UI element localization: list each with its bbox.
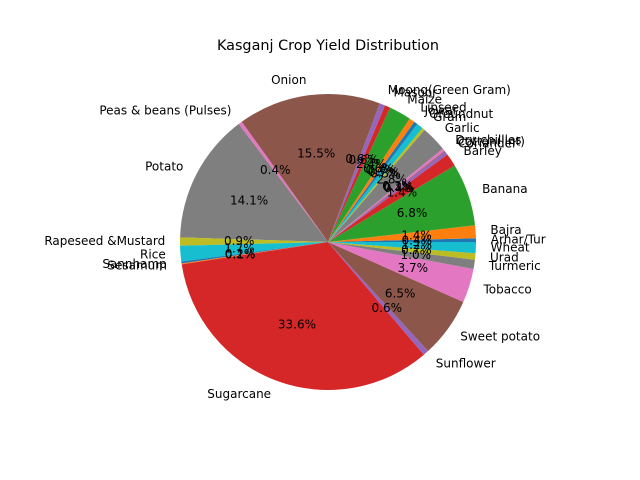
- label-dry-chillies: Dry chillies: [455, 133, 521, 147]
- slice-coriander: [328, 151, 448, 242]
- pct-moong-green-gram: 0.6%: [345, 152, 376, 166]
- label-banana: Banana: [482, 182, 528, 196]
- label-moong-green-gram: Moong(Green Gram): [388, 83, 511, 97]
- slice-peas-beans-pulses: [238, 121, 328, 242]
- label-jowar: Jowar: [424, 103, 458, 117]
- label-rapeseed-mustard: Rapeseed &Mustard: [44, 234, 165, 248]
- pct-sannhamp: 0.2%: [225, 247, 256, 261]
- label-urad: Urad: [490, 250, 519, 264]
- pct-sweet-potato: 6.5%: [385, 286, 416, 300]
- chart-title: Kasganj Crop Yield Distribution: [217, 38, 439, 54]
- slice-potato: [180, 123, 328, 242]
- pct-gram: 0.3%: [370, 167, 401, 181]
- label-arhar-tur: Arhar/Tur: [491, 232, 546, 246]
- pct-urad: 0.7%: [401, 243, 432, 257]
- pie-slices: [180, 94, 476, 391]
- label-groundnut: Groundnut: [429, 107, 493, 121]
- slice-moong-green-gram: [328, 103, 385, 243]
- slice-turmeric: [328, 242, 475, 269]
- slice-urad: [328, 242, 476, 260]
- pct-potato: 14.1%: [230, 194, 268, 208]
- label-coriander: Coriander: [458, 137, 517, 151]
- pct-jowar: 0.4%: [365, 163, 396, 177]
- slice-tobacco: [328, 242, 474, 302]
- slice-sesamum: [181, 242, 328, 265]
- pct-barley: 1.4%: [387, 185, 418, 199]
- slice-sunflower: [328, 242, 429, 355]
- label-peas-beans-pulses: Peas & beans (Pulses): [99, 103, 231, 117]
- label-onion: Onion: [271, 73, 306, 87]
- label-masoor: Masoor: [393, 85, 437, 99]
- slice-banana: [328, 165, 476, 242]
- slice-onion: [241, 94, 380, 242]
- slice-sweet-potato: [328, 242, 464, 352]
- label-sunflower: Sunflower: [436, 356, 496, 370]
- label-sweet-potato: Sweet potato: [460, 329, 540, 343]
- slice-dry-chillies: [328, 148, 445, 242]
- label-wheat: Wheat: [491, 241, 530, 255]
- slice-wheat: [328, 242, 476, 254]
- slice-linseed: [328, 118, 415, 242]
- label-tobacco: Tobacco: [483, 283, 532, 297]
- slice-barley: [328, 154, 455, 242]
- percent-labels: 0.4%1.4%6.8%1.4%0.4%0.1%0.3%2.8%0.3%0.7%…: [224, 146, 432, 331]
- label-sannhamp: Sannhamp: [102, 257, 166, 271]
- slice-sugarcane: [181, 242, 424, 391]
- pct-sesamum: 0.1%: [225, 248, 256, 262]
- pct-tobacco: 3.7%: [398, 261, 429, 275]
- pct-masoor: 0.6%: [348, 153, 379, 167]
- slice-groundnut: [328, 123, 423, 242]
- label-bajra: Bajra: [490, 223, 521, 237]
- pct-sugarcane: 33.6%: [278, 318, 316, 332]
- label-gram: Gram: [433, 110, 466, 124]
- slice-rapeseed-mustard: [180, 237, 328, 246]
- pct-banana: 6.8%: [397, 206, 428, 220]
- pct-garlic: 2.8%: [376, 173, 407, 187]
- label-garlic: Garlic: [445, 121, 480, 135]
- pct-dry-chillies: 0.3%: [382, 179, 413, 193]
- label-potato: Potato: [145, 160, 183, 174]
- label-sesamum: Sesamum: [107, 259, 167, 273]
- label-linseed: Linseed: [420, 100, 466, 114]
- pct-bajra: 1.4%: [401, 228, 432, 242]
- pct-onion: 15.5%: [297, 146, 335, 160]
- pct-peas-beans-pulses: 0.4%: [260, 163, 291, 177]
- slice-sannhamp: [181, 242, 328, 264]
- pct-sunflower: 0.6%: [372, 301, 403, 315]
- slice-cotton-lint: [328, 150, 446, 242]
- pct-linseed: 0.6%: [363, 161, 394, 175]
- pct-groundnut: 0.7%: [368, 165, 399, 179]
- slice-rice: [180, 242, 328, 262]
- slice-masoor: [328, 105, 391, 242]
- pct-arhar-tur: 0.4%: [402, 233, 433, 247]
- pct-coriander: 0.4%: [384, 181, 415, 195]
- slice-garlic: [328, 129, 443, 242]
- label-maize: Maize: [407, 92, 442, 106]
- pct-cotton-lint: 0.1%: [383, 180, 414, 194]
- label-turmeric: Turmeric: [488, 259, 541, 273]
- slice-jowar: [328, 121, 418, 242]
- label-rice: Rice: [140, 247, 166, 261]
- label-cotton-lint: Cotton(lint): [457, 135, 525, 149]
- slice-arhar-tur: [328, 238, 476, 242]
- slice-gram: [328, 128, 425, 242]
- slice-maize: [328, 107, 410, 242]
- slice-bajra: [328, 225, 476, 242]
- label-sugarcane: Sugarcane: [207, 387, 271, 401]
- label-barley: Barley: [463, 144, 501, 158]
- pct-maize: 2.4%: [356, 157, 387, 171]
- pct-wheat: 1.2%: [401, 238, 432, 252]
- pct-rice: 1.7%: [224, 242, 255, 256]
- pct-turmeric: 1.0%: [401, 248, 432, 262]
- pct-rapeseed-mustard: 0.9%: [224, 234, 255, 248]
